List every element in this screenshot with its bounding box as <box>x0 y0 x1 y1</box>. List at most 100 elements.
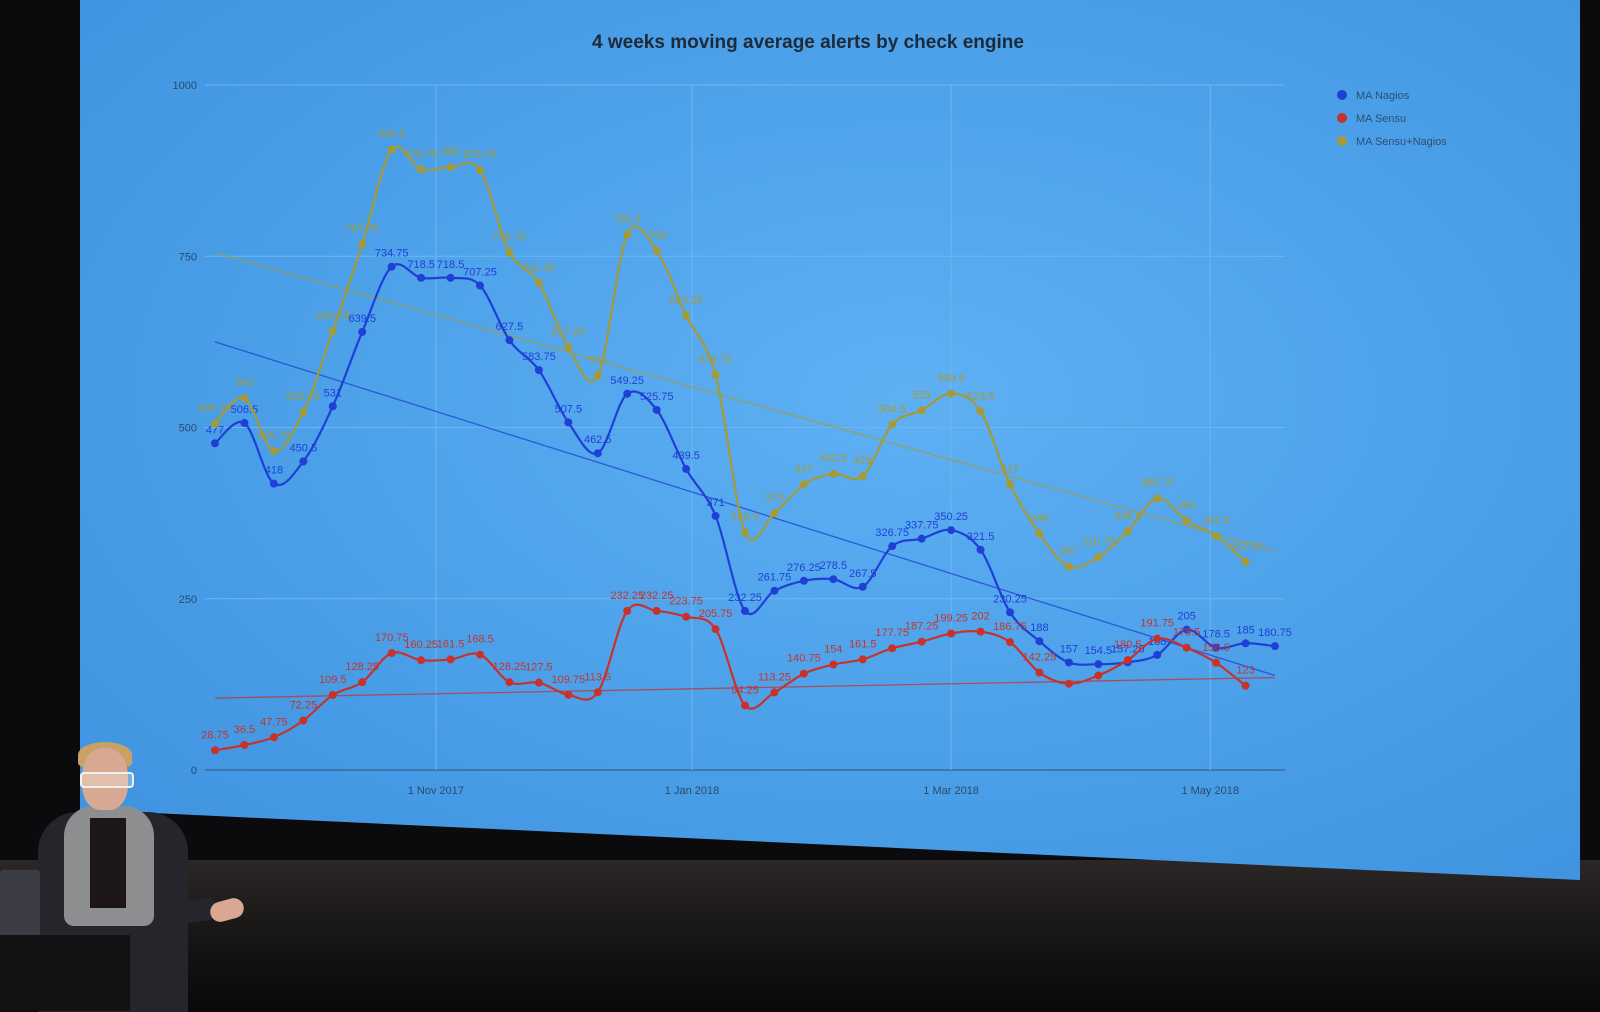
data-label: 364 <box>1177 500 1195 512</box>
x-tick-label: 1 May 2018 <box>1181 785 1238 797</box>
data-point <box>1064 562 1073 571</box>
data-label: 640.75 <box>316 310 350 322</box>
x-tick-label: 1 Nov 2017 <box>408 785 464 797</box>
data-label: 439.5 <box>672 450 700 462</box>
data-label: 321.5 <box>967 531 995 543</box>
data-label: 160.25 <box>404 639 438 651</box>
data-point <box>917 406 926 415</box>
data-label: 718.5 <box>437 259 465 271</box>
data-label: 396.75 <box>1140 477 1174 489</box>
y-tick-label: 250 <box>179 594 197 606</box>
data-point <box>505 336 514 345</box>
data-point <box>623 389 632 398</box>
data-point <box>1035 668 1044 677</box>
data-label: 576 <box>589 354 607 366</box>
data-point <box>682 464 691 473</box>
data-label: 450.5 <box>290 442 318 454</box>
data-point <box>858 582 867 591</box>
data-label: 432.5 <box>820 453 848 465</box>
data-label: 232.25 <box>640 590 674 602</box>
data-label: 507.5 <box>555 403 583 415</box>
data-point <box>328 402 337 411</box>
data-label: 465.75 <box>257 430 291 442</box>
data-label: 417 <box>1001 463 1019 475</box>
data-point <box>888 644 897 653</box>
data-point <box>1035 637 1044 646</box>
data-point <box>1123 527 1132 536</box>
presenter-glasses <box>80 772 134 788</box>
data-point <box>1153 650 1162 659</box>
data-point <box>476 650 484 659</box>
data-label: 417 <box>795 463 813 475</box>
data-point <box>1064 658 1073 667</box>
data-label: 576.75 <box>699 354 733 366</box>
legend-label: MA Sensu+Nagios <box>1356 136 1447 148</box>
data-point <box>711 625 720 634</box>
data-point <box>358 240 367 249</box>
data-label: 127.5 <box>525 662 553 674</box>
data-point <box>299 716 308 725</box>
data-point <box>917 637 926 646</box>
data-point <box>593 688 602 697</box>
trendlines <box>214 252 1276 699</box>
data-label: 123 <box>1236 665 1254 677</box>
data-label: 230.25 <box>993 593 1027 605</box>
data-point <box>299 457 308 466</box>
data-point <box>799 669 808 678</box>
data-label: 462.5 <box>584 434 612 446</box>
data-label: 94.25 <box>731 684 759 696</box>
legend-label: MA Sensu <box>1356 113 1406 125</box>
data-point <box>417 656 426 665</box>
data-label: 880 <box>441 146 459 158</box>
data-label: 758 <box>647 230 665 242</box>
series-line-1 <box>214 603 1247 752</box>
data-label: 876.75 <box>404 148 438 160</box>
data-label: 142.25 <box>1023 652 1057 664</box>
data-point <box>593 371 602 380</box>
data-point <box>269 733 278 742</box>
data-label: 505.75 <box>198 403 232 415</box>
data-label: 199.25 <box>934 613 968 625</box>
data-point <box>505 678 514 687</box>
data-point <box>328 327 337 336</box>
data-point <box>240 394 249 403</box>
y-tick-label: 750 <box>179 251 197 263</box>
data-point <box>1182 625 1191 634</box>
data-label: 188 <box>1030 622 1048 634</box>
legend: MA Nagios MA Sensu MA Sensu+Nagios <box>1337 90 1447 148</box>
data-label: 371 <box>706 497 724 509</box>
data-point <box>534 366 543 375</box>
data-point <box>564 418 573 427</box>
data-label: 128.25 <box>493 661 527 673</box>
data-label: 223.75 <box>669 596 703 608</box>
chart-title: 4 weeks moving average alerts by check e… <box>592 32 1024 53</box>
data-point <box>799 480 808 489</box>
data-label: 875.75 <box>463 149 497 161</box>
data-label: 326.75 <box>875 527 909 539</box>
presenter-shirt <box>90 818 126 908</box>
data-label: 543 <box>235 377 253 389</box>
data-label: 429 <box>854 455 872 467</box>
data-label: 113.5 <box>584 671 611 683</box>
data-point <box>652 606 661 615</box>
data-label: 178.5 <box>1202 629 1230 641</box>
data-point <box>623 606 632 615</box>
legend-marker <box>1337 136 1347 146</box>
data-point <box>976 627 985 636</box>
data-label: 711.25 <box>522 262 555 274</box>
chart: 4 weeks moving average alerts by check e… <box>173 32 1448 797</box>
y-tick-label: 1000 <box>173 80 197 92</box>
data-point <box>1212 658 1221 667</box>
data-point <box>770 509 779 518</box>
data-point <box>358 327 367 336</box>
data-point <box>446 273 455 282</box>
data-label: 178.5 <box>1173 627 1201 639</box>
data-label: 523.5 <box>967 390 995 402</box>
data-label: 191.75 <box>1140 618 1174 630</box>
podium <box>0 935 130 1011</box>
chart-grid: 0 250 500 750 1000 1 Nov 2017 1 Jan 2018 1 Mar … <box>173 80 1285 797</box>
data-label: 627.5 <box>496 321 524 333</box>
data-label: 128.25 <box>345 661 379 673</box>
data-label: 154 <box>824 644 842 656</box>
data-point <box>446 163 455 172</box>
